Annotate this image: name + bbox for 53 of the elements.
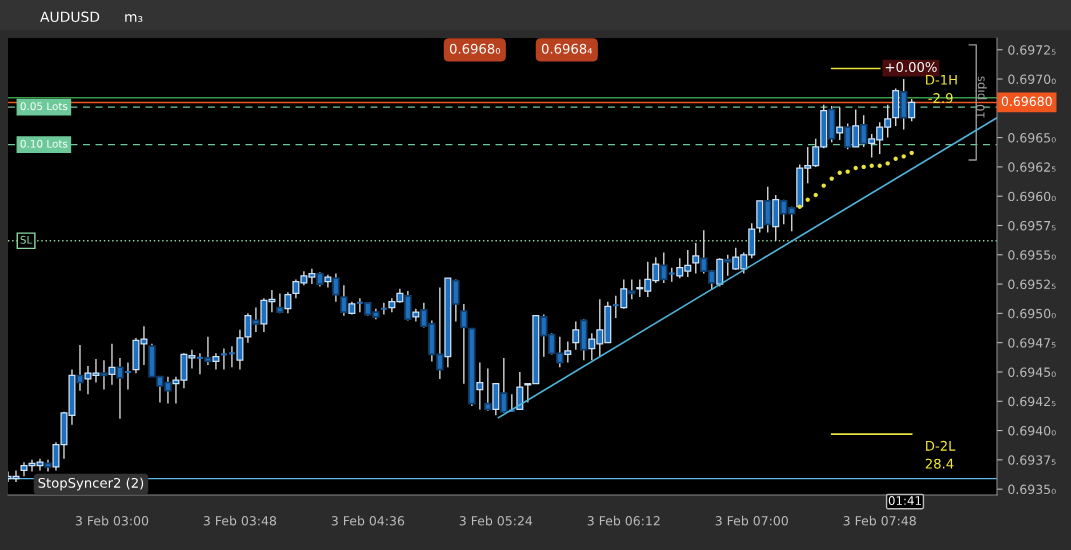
text: 01:41 [888, 496, 921, 506]
y-tick-label: 0.6952₅ [1008, 279, 1056, 289]
y-tick-label: 0.6972₅ [1008, 45, 1056, 55]
annotation: 0.6968₄ [541, 43, 593, 54]
annotation: StopSyncer2 (2) [38, 477, 144, 491]
ref-line-label: 0.69680 [1001, 96, 1052, 107]
ref-line-label: SL [20, 235, 33, 244]
chart-title: AUDUSD [40, 11, 100, 23]
y-tick-label: 0.6937₅ [1008, 455, 1056, 465]
y-tick-label: 0.6965₀ [1008, 133, 1056, 143]
candlestick [12, 469, 20, 483]
y-tick-label: 0.6947₅ [1008, 338, 1056, 348]
ref-line-label: 0.05 Lots [20, 102, 68, 111]
point [805, 197, 810, 202]
y-tick-label: 0.6960₀ [1008, 191, 1056, 202]
x-tick-label: 3 Feb 06:12 [587, 515, 660, 526]
candlestick [460, 303, 468, 385]
point [845, 169, 850, 174]
point [837, 170, 842, 175]
point [853, 165, 858, 171]
chart-subtitle: m₃ [125, 14, 143, 22]
annotation: 28.4 [925, 458, 954, 469]
x-tick-label: 3 Feb 03:00 [75, 515, 149, 526]
x-tick-label: 3 Feb 05:24 [459, 515, 533, 526]
point [829, 176, 834, 181]
x-tick-label: 3 Feb 04:36 [331, 515, 405, 526]
point [901, 154, 906, 159]
x-tick-label: 3 Feb 07:00 [715, 515, 788, 526]
candlestick [516, 371, 524, 411]
point [877, 163, 882, 168]
y-tick-label: 0.6950₀ [1008, 308, 1056, 319]
y-tick-label: 0.6940₀ [1008, 426, 1056, 436]
annotation: D-2L [926, 440, 956, 451]
x-tick-label: 3 Feb 03:48 [203, 515, 277, 526]
annotation: 0.6968₀ [449, 43, 501, 54]
y-tick-label: 0.6942₅ [1008, 396, 1056, 407]
x-tick-label: 3 Feb 07:48 [843, 515, 916, 526]
y-tick-label: 0.6962₅ [1008, 162, 1056, 172]
point [909, 150, 914, 156]
ref-line-label: 0.10 Lots [20, 139, 68, 148]
point [861, 164, 866, 170]
point [821, 183, 826, 188]
y-tick-label: 0.6970₀ [1008, 74, 1056, 84]
y-tick-label: 0.6957₅ [1008, 220, 1056, 231]
annotation: 10 pips [975, 76, 987, 118]
y-tick-label: 0.6935₀ [1008, 484, 1056, 495]
point [885, 161, 890, 166]
annotation: +0.00% [885, 62, 937, 72]
point [869, 163, 874, 168]
annotation: D-1H [926, 74, 957, 85]
y-tick-label: 0.6945₀ [1008, 367, 1056, 377]
point [813, 192, 818, 198]
y-tick-label: 0.6955₀ [1008, 250, 1056, 260]
